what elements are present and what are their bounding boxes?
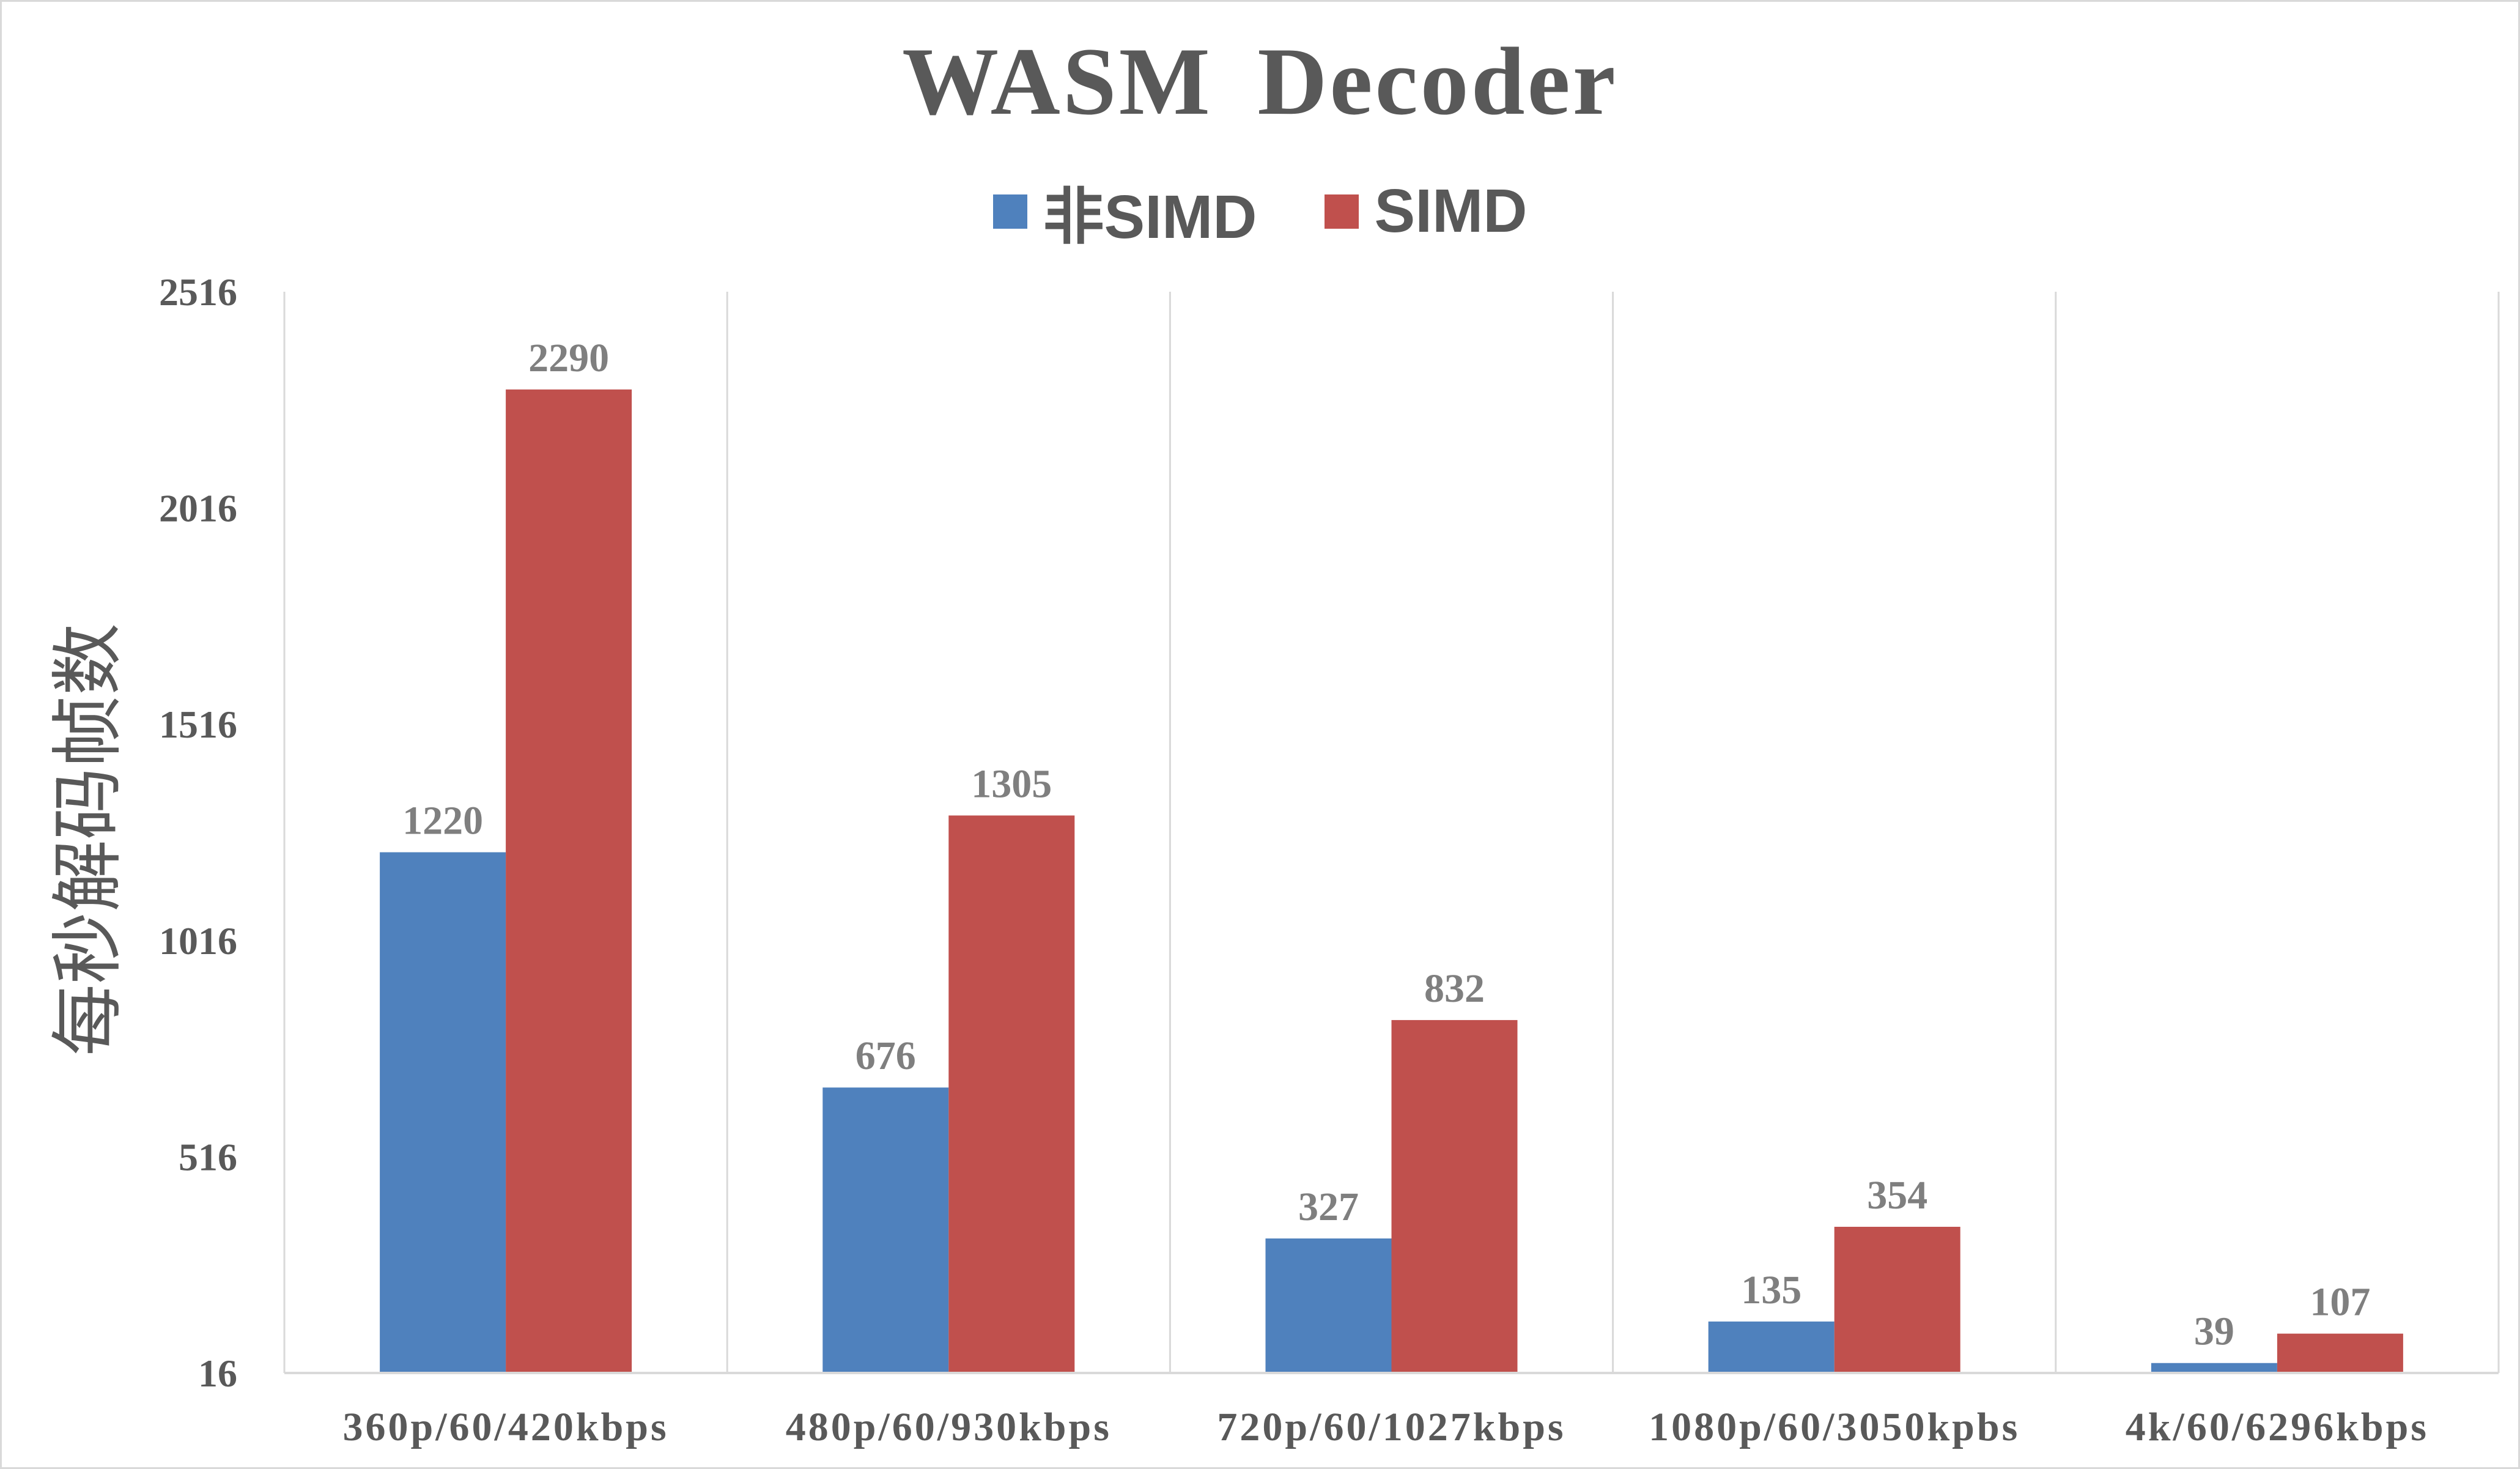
data-label: 327 — [1298, 1185, 1359, 1229]
data-label: 354 — [1867, 1173, 1927, 1218]
x-tick-label: 480p/60/930kbps — [786, 1405, 1112, 1449]
y-tick-label: 2016 — [159, 487, 237, 530]
bar-simd — [1391, 1019, 1518, 1373]
bar-simd — [948, 815, 1075, 1373]
y-tick-label: 16 — [198, 1352, 237, 1395]
legend-swatch-simd — [1324, 194, 1359, 229]
data-label: 107 — [2310, 1280, 2370, 1325]
y-tick-label: 1016 — [159, 919, 237, 963]
x-tick-label: 4k/60/6296kbps — [2126, 1405, 2429, 1449]
chart-title: WASM Decoder — [902, 28, 1618, 135]
x-tick-label: 1080p/60/3050kpbs — [1649, 1405, 2020, 1449]
data-label: 1305 — [971, 761, 1052, 806]
bar-simd — [506, 389, 632, 1374]
data-label: 676 — [855, 1034, 916, 1078]
bar-non-simd — [1265, 1238, 1392, 1373]
y-tick-label: 1516 — [159, 703, 237, 746]
data-label: 135 — [1741, 1268, 1801, 1312]
legend-label-simd: SIMD — [1374, 177, 1528, 245]
bar-simd — [2277, 1333, 2403, 1373]
bar-non-simd — [1708, 1321, 1835, 1373]
legend-item-simd: SIMD — [1324, 176, 1528, 246]
bar-non-simd — [822, 1087, 949, 1373]
bar-non-simd — [380, 852, 506, 1373]
legend-swatch-non-simd — [992, 194, 1027, 229]
data-label: 39 — [2194, 1309, 2234, 1354]
data-label: 2290 — [528, 336, 609, 380]
legend-item-non-simd: 非SIMD — [992, 167, 1257, 256]
bar-simd — [1834, 1226, 1960, 1373]
bar-non-simd — [2151, 1363, 2277, 1373]
data-label: 1220 — [402, 799, 483, 843]
legend: 非SIMD SIMD — [2, 167, 2518, 256]
x-tick-label: 720p/60/1027kbps — [1217, 1405, 1565, 1449]
legend-label-non-simd: 非SIMD — [1043, 183, 1257, 251]
x-tick-label: 360p/60/420kbps — [343, 1405, 669, 1449]
y-tick-label: 2516 — [159, 270, 237, 314]
y-tick-label: 516 — [179, 1135, 237, 1179]
data-label: 832 — [1424, 966, 1485, 1011]
